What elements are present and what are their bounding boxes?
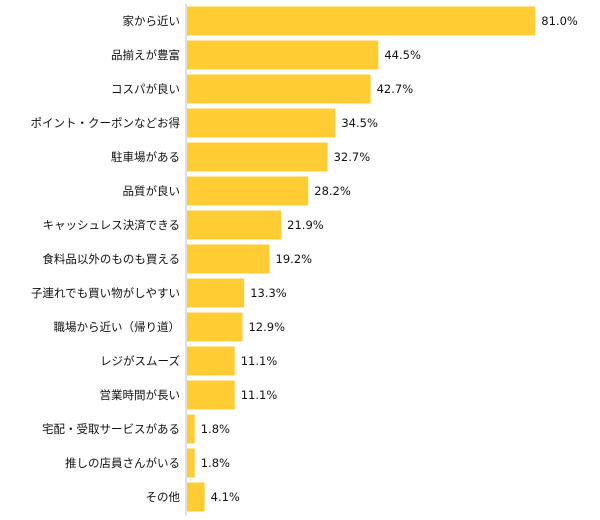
bar-4 [187, 142, 328, 172]
category-label-10: レジがスムーズ [100, 354, 180, 368]
category-label-0: 家から近い [123, 14, 181, 28]
bar-11 [187, 380, 235, 410]
bar-7 [187, 244, 270, 274]
value-label-2: 42.7% [377, 82, 414, 96]
labels-layer: 家から近い 81.0% 品揃えが豊富 44.5% コスパが良い 42.7% ポイント・クーポ… [31, 14, 578, 504]
category-label-13: 推しの店員さんがいる [65, 456, 180, 470]
bar-13 [187, 448, 195, 478]
bar-10 [187, 346, 235, 376]
value-label-12: 1.8% [201, 422, 230, 436]
value-label-9: 12.9% [248, 320, 285, 334]
bar-5 [187, 176, 309, 206]
category-label-14: その他 [146, 490, 181, 504]
category-label-8: 子連れでも買い物がしやすい [31, 286, 180, 300]
value-label-10: 11.1% [241, 354, 278, 368]
category-label-3: ポイント・クーポンなどお得 [31, 116, 181, 130]
category-label-2: コスパが良い [111, 82, 180, 96]
value-label-7: 19.2% [276, 252, 313, 266]
bar-2 [187, 74, 371, 104]
value-label-11: 11.1% [241, 388, 278, 402]
value-label-3: 34.5% [341, 116, 378, 130]
value-label-5: 28.2% [314, 184, 351, 198]
category-label-11: 営業時間が長い [100, 388, 181, 402]
bar-1 [187, 40, 379, 70]
value-label-6: 21.9% [287, 218, 324, 232]
value-label-4: 32.7% [334, 150, 371, 164]
bars-layer [187, 6, 536, 512]
value-label-13: 1.8% [201, 456, 230, 470]
bar-0 [187, 6, 536, 36]
bar-14 [187, 482, 205, 512]
value-label-0: 81.0% [541, 14, 578, 28]
value-label-1: 44.5% [384, 48, 421, 62]
bar-3 [187, 108, 336, 138]
value-label-8: 13.3% [250, 286, 287, 300]
category-label-5: 品質が良い [123, 184, 181, 198]
bar-8 [187, 278, 245, 308]
category-label-9: 職場から近い（帰り道） [54, 320, 181, 334]
category-label-12: 宅配・受取サービスがある [42, 422, 180, 436]
category-label-7: 食料品以外のものも買える [42, 252, 180, 266]
category-label-1: 品揃えが豊富 [111, 48, 180, 62]
bar-12 [187, 414, 195, 444]
bar-6 [187, 210, 282, 240]
value-label-14: 4.1% [211, 490, 240, 504]
category-label-6: キャッシュレス決済できる [42, 218, 180, 232]
bar-9 [187, 312, 243, 342]
category-label-4: 駐車場がある [111, 150, 180, 164]
